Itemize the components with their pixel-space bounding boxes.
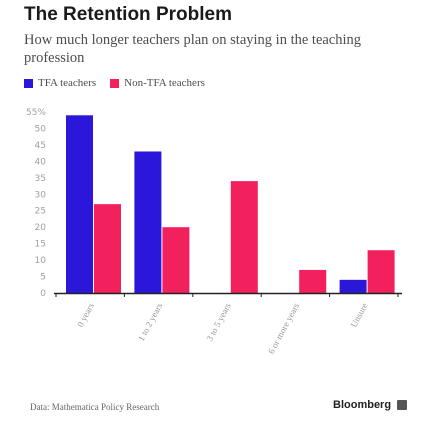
brand-name: Bloomberg [333,399,392,411]
y-tick-label: 20 [35,223,47,233]
legend-swatch-tfa [24,78,33,88]
y-tick-label: 35 [35,174,46,184]
bar-tfa [339,279,367,293]
legend-item-tfa: TFA teachers [24,77,96,89]
source-note: Data: Mathematica Policy Research [30,402,160,412]
y-tick-label: 10 [35,256,47,266]
bar-non-tfa [230,181,258,293]
y-tick-label: 5 [40,273,46,283]
brand-logo: Bloomberg [333,399,408,411]
y-tick-label: 55% [26,108,46,118]
legend-label-tfa: TFA teachers [38,77,97,89]
bar-tfa [66,115,93,293]
y-tick-label: 25 [35,207,46,217]
bar-non-tfa [94,204,121,293]
chart-legend: TFA teachers Non-TFA teachers [24,77,219,89]
y-tick-label: 45 [35,141,46,151]
bar-non-tfa [162,227,190,293]
y-tick-label: 30 [35,190,47,200]
legend-item-non-tfa: Non-TFA teachers [110,77,205,89]
x-tick-label: 6 or more years [266,301,301,356]
chart-title: The Retention Problem [24,4,232,25]
bloomberg-logo-icon [397,400,408,410]
bar-tfa [134,151,162,293]
chart-subtitle: How much longer teachers plan on staying… [24,32,362,66]
bar-non-tfa [367,250,395,293]
x-tick-label: 1 to 2 years [136,301,165,343]
x-tick-label: Unsure [349,301,370,329]
y-tick-label: 50 [35,124,47,134]
x-tick-label: 3 to 5 years [204,301,233,343]
y-tick-label: 15 [35,240,46,250]
bar-non-tfa [299,269,327,293]
y-tick-label: 40 [35,157,47,167]
legend-swatch-non-tfa [110,78,120,88]
legend-label-non-tfa: Non-TFA teachers [124,77,205,89]
x-tick-label: 0 years [75,301,96,329]
y-tick-label: 0 [40,289,46,299]
